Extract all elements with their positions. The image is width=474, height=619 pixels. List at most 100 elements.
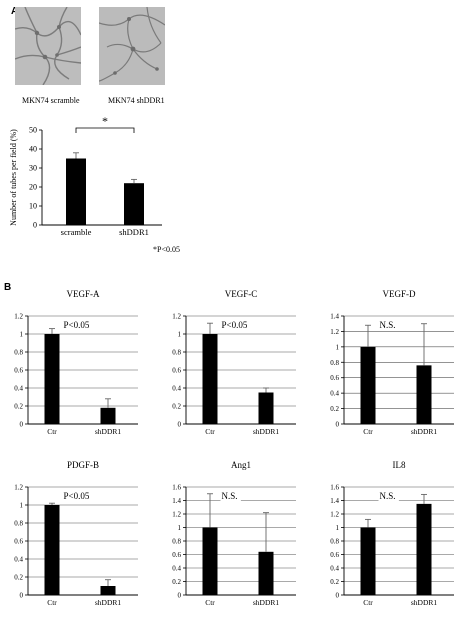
annotation-background — [378, 320, 399, 330]
x-tick-label: Ctr — [205, 598, 215, 607]
bar — [360, 346, 376, 424]
y-tick-label: 0.2 — [14, 403, 23, 411]
y-tick-label: 20 — [29, 183, 37, 192]
significance-annotation: N.S. — [380, 320, 396, 330]
chart-title: PDGF-B — [67, 460, 99, 470]
caption-shddr1: MKN74 shDDR1 — [108, 96, 165, 105]
micrograph-scramble — [15, 7, 81, 85]
ang1-bar-chart: Ang1 0 0.2 0.4 0.6 0.8 1 1.2 1.4 1.6 Ctr shDDR1 N.S. — [172, 460, 296, 607]
chart-title: Ang1 — [231, 460, 251, 470]
x-tick-label: Ctr — [363, 598, 373, 607]
y-tick-label: 0.6 — [330, 374, 339, 382]
x-tick-label: shDDR1 — [95, 427, 122, 436]
panel-letter-a: A — [11, 6, 18, 17]
bar — [100, 407, 116, 424]
x-tick-label: Ctr — [205, 427, 215, 436]
annotation-background — [378, 491, 399, 501]
tubes-bar-chart: 0 10 20 30 40 50 Number of tubes per field (%)… — [9, 114, 162, 237]
pdgfb-bar-chart: PDGF-B 0 0.2 0.4 0.6 0.8 1 1.2 Ctr shDDR1 P<0.05 — [14, 460, 138, 607]
x-tick-label: Ctr — [47, 427, 57, 436]
panel-letter-b: B — [4, 282, 12, 293]
y-tick-label: 0.6 — [172, 551, 181, 559]
y-tick-label: 1 — [336, 343, 340, 351]
bar — [66, 158, 86, 225]
tube-network-image — [15, 7, 81, 85]
x-tick-label: shDDR1 — [411, 427, 438, 436]
y-tick-label: 0.2 — [172, 403, 181, 411]
x-tick-label: Ctr — [363, 427, 373, 436]
y-tick-label: 1.4 — [330, 497, 339, 505]
vegfd-bar-chart: VEGF-D 0 0.2 0.4 0.6 0.8 1 1.2 1.4 Ctr shDDR1 N.S. — [330, 289, 454, 436]
y-tick-label: 0.4 — [172, 565, 181, 573]
y-tick-label: 0.4 — [330, 565, 339, 573]
significance-annotation: P<0.05 — [222, 320, 248, 330]
chart-title: VEGF-C — [225, 289, 258, 299]
bar — [44, 334, 60, 424]
x-tick-label: Ctr — [47, 598, 57, 607]
y-tick-label: 0 — [20, 421, 24, 429]
y-tick-label: 1 — [20, 502, 24, 510]
y-tick-label: 0.8 — [172, 349, 181, 357]
y-tick-label: 0 — [336, 421, 340, 429]
y-tick-label: 1.2 — [172, 313, 181, 321]
bar — [258, 392, 274, 424]
y-tick-label: 0.4 — [330, 390, 339, 398]
y-tick-label: 1.2 — [172, 511, 181, 519]
significance-annotation: P<0.05 — [64, 491, 90, 501]
y-tick-label: 1.6 — [172, 484, 181, 492]
y-tick-label: 0.8 — [330, 538, 339, 546]
y-tick-label: 0.6 — [172, 367, 181, 375]
chart-title: VEGF-A — [67, 289, 100, 299]
significance-annotation: N.S. — [380, 491, 396, 501]
y-tick-label: 0.4 — [172, 385, 181, 393]
y-tick-label: 50 — [29, 126, 37, 135]
y-tick-label: 0.6 — [14, 538, 23, 546]
significance-star: * — [102, 114, 108, 128]
x-tick-label: shDDR1 — [253, 427, 280, 436]
bar — [416, 503, 432, 595]
y-tick-label: 0 — [33, 221, 37, 230]
il8-bar-chart: IL8 0 0.2 0.4 0.6 0.8 1 1.2 1.4 1.6 Ctr shDDR1 N.S. — [330, 460, 454, 607]
y-tick-label: 1 — [178, 331, 182, 339]
annotation-background — [62, 491, 93, 501]
y-tick-label: 0.6 — [14, 367, 23, 375]
x-tick-label: shDDR1 — [119, 227, 149, 237]
y-tick-label: 1 — [178, 524, 182, 532]
significance-footnote: *P<0.05 — [153, 245, 180, 254]
y-tick-label: 40 — [29, 145, 37, 154]
bar — [360, 527, 376, 595]
significance-bracket — [75, 127, 135, 133]
bar — [124, 183, 144, 225]
annotation-background — [62, 320, 93, 330]
y-tick-label: 0.8 — [14, 520, 23, 528]
y-tick-label: 0.8 — [172, 538, 181, 546]
y-tick-label: 0.8 — [14, 349, 23, 357]
y-tick-label: 1.2 — [14, 484, 23, 492]
x-tick-label: shDDR1 — [95, 598, 122, 607]
caption-scramble: MKN74 scramble — [22, 96, 80, 105]
y-tick-label: 1.2 — [330, 511, 339, 519]
y-axis-label: Number of tubes per field (%) — [9, 129, 18, 226]
y-tick-label: 0 — [20, 592, 24, 600]
y-tick-label: 1 — [20, 331, 24, 339]
y-tick-label: 1.4 — [330, 313, 339, 321]
vegfa-bar-chart: VEGF-A 0 0.2 0.4 0.6 0.8 1 1.2 Ctr shDDR1 P<0.05 — [14, 289, 138, 436]
y-tick-label: 0.4 — [14, 556, 23, 564]
y-tick-label: 0 — [178, 592, 182, 600]
bar — [202, 334, 218, 424]
micrograph-shddr1 — [99, 7, 165, 85]
y-tick-label: 30 — [29, 164, 37, 173]
y-tick-label: 0.2 — [330, 405, 339, 413]
annotation-background — [220, 320, 251, 330]
y-tick-label: 0 — [178, 421, 182, 429]
x-tick-label: scramble — [61, 227, 92, 237]
y-tick-label: 0 — [336, 592, 340, 600]
y-tick-label: 0.8 — [330, 359, 339, 367]
y-tick-label: 1 — [336, 524, 340, 532]
annotation-background — [220, 491, 241, 501]
y-tick-label: 0.2 — [172, 578, 181, 586]
x-tick-label: shDDR1 — [411, 598, 438, 607]
y-tick-label: 0.6 — [330, 551, 339, 559]
bar — [258, 551, 274, 595]
chart-title: VEGF-D — [383, 289, 416, 299]
